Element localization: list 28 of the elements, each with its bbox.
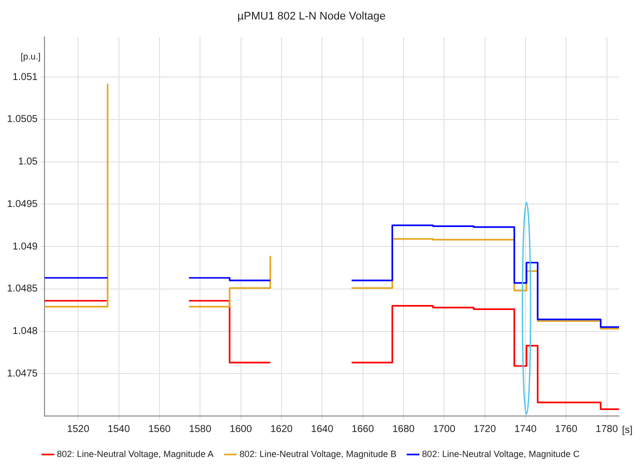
- x-tick-label: 1740: [514, 424, 538, 435]
- y-tick-label: 1.048: [12, 326, 38, 338]
- x-tick-label: 1560: [148, 424, 172, 435]
- y-tick-label: 1.0475: [6, 368, 38, 380]
- y-axis-title: [p.u.]: [20, 52, 41, 62]
- x-tick-label: 1760: [555, 424, 578, 435]
- y-tick-label: 1.0485: [6, 284, 38, 295]
- x-tick-label: 1680: [392, 424, 416, 435]
- y-tick-label: 1.0495: [6, 198, 38, 210]
- x-axis-title: [s]: [622, 424, 633, 436]
- x-tick-label: 1700: [433, 424, 456, 435]
- x-tick-label: 1640: [311, 424, 334, 435]
- y-tick-label: 1.049: [12, 241, 38, 252]
- legend-label: 802: Line-Neutral Voltage, Magnitude A: [56, 448, 214, 459]
- x-tick-label: 1620: [270, 424, 294, 435]
- x-tick-label: 1720: [474, 424, 496, 435]
- y-tick-label: 1.051: [12, 72, 38, 83]
- legend-label: 802: Line-Neutral Voltage, Magnitude B: [239, 448, 397, 459]
- y-tick-label: 1.0505: [6, 114, 38, 126]
- x-tick-label: 1600: [230, 424, 252, 435]
- legend-label: 802: Line-Neutral Voltage, Magnitude C: [422, 448, 580, 459]
- x-tick-label: 1580: [189, 424, 212, 435]
- x-tick-label: 1780: [596, 424, 618, 435]
- chart-title: µPMU1 802 L-N Node Voltage: [237, 10, 386, 23]
- y-tick-label: 1.05: [18, 156, 38, 168]
- x-tick-label: 1540: [108, 424, 130, 435]
- x-tick-label: 1520: [67, 424, 90, 435]
- x-tick-label: 1660: [352, 424, 374, 435]
